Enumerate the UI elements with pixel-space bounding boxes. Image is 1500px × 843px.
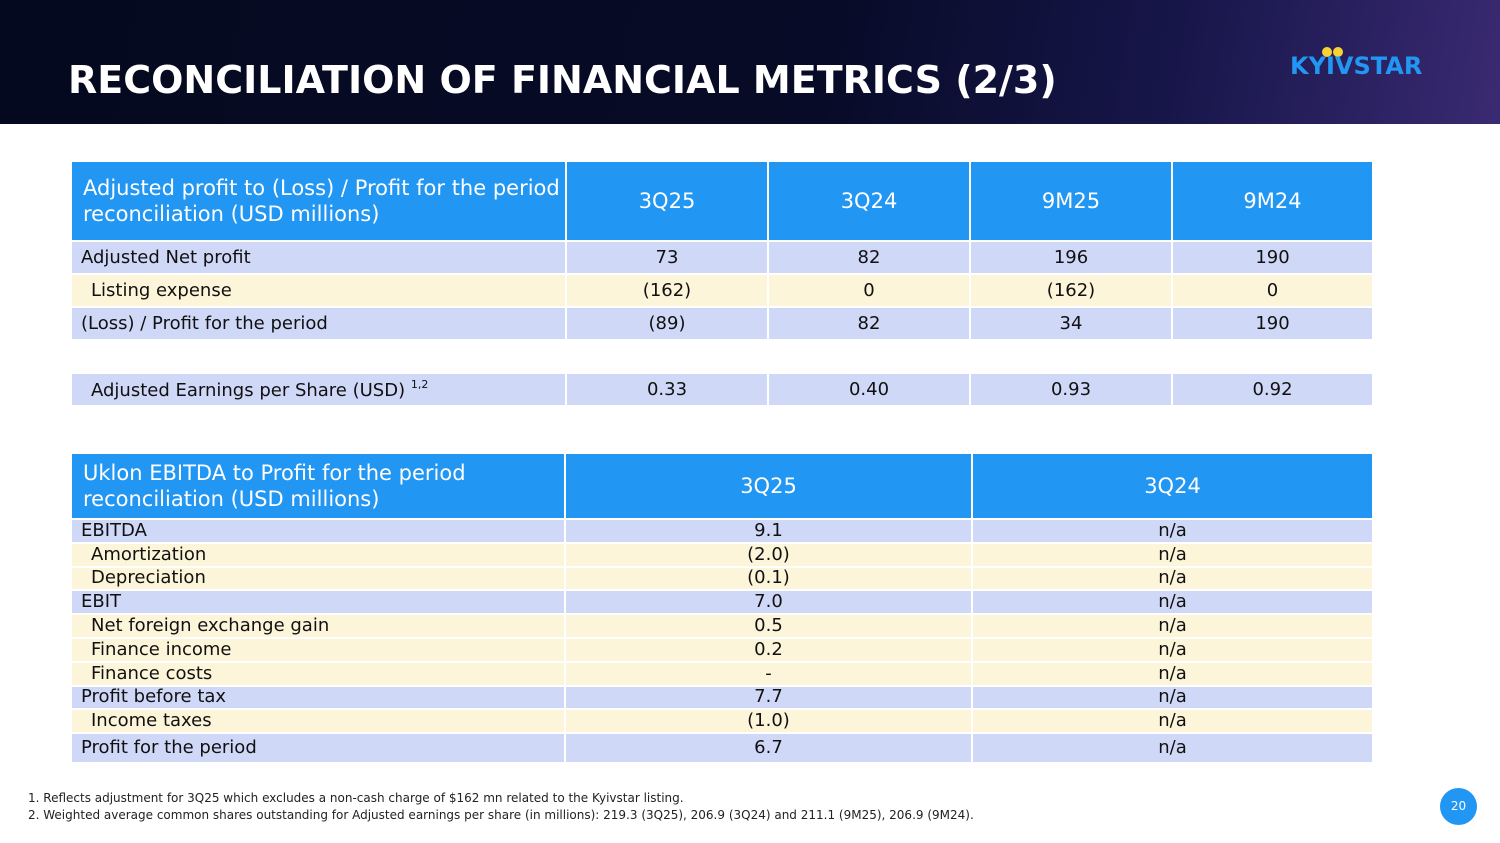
row-label: (Loss) / Profit for the period: [70, 306, 567, 341]
table-cell: 190: [1171, 240, 1374, 275]
row-label: Profit before tax: [70, 684, 566, 711]
table-row: (Loss) / Profit for the period (89) 82 3…: [70, 306, 1374, 341]
table-cell: (162): [565, 273, 769, 308]
row-label: Finance costs: [70, 660, 566, 687]
table-header-cell: 3Q24: [767, 160, 971, 242]
table-header-cell: 3Q24: [971, 452, 1374, 520]
table-cell: 0.33: [565, 372, 769, 407]
table-cell: 73: [565, 240, 769, 275]
table-cell: 6.7: [564, 732, 973, 765]
table-cell: n/a: [971, 541, 1374, 568]
page-number-badge: 20: [1440, 788, 1477, 825]
table-row: Adjusted Net profit 73 82 196 190: [70, 240, 1374, 275]
row-label: Finance income: [70, 636, 566, 663]
table-row: Profit before tax 7.7 n/a: [70, 684, 1374, 711]
row-label: EBIT: [70, 589, 566, 616]
row-label: Adjusted Net profit: [70, 240, 567, 275]
row-label: Listing expense: [70, 273, 567, 308]
table-row: Amortization (2.0) n/a: [70, 541, 1374, 568]
table-row: EBIT 7.0 n/a: [70, 589, 1374, 616]
table-row: Listing expense (162) 0 (162) 0: [70, 273, 1374, 308]
eps-label: Adjusted Earnings per Share (USD): [91, 380, 406, 401]
table-header-row: Uklon EBITDA to Profit for the period re…: [70, 452, 1374, 520]
table-row: Finance income 0.2 n/a: [70, 636, 1374, 663]
header-banner: RECONCILIATION OF FINANCIAL METRICS (2/3…: [0, 0, 1500, 124]
table-header-cell: Adjusted profit to (Loss) / Profit for t…: [70, 160, 567, 242]
table-cell: 82: [767, 240, 971, 275]
table-cell: 82: [767, 306, 971, 341]
table-cell: (89): [565, 306, 769, 341]
table-row: Finance costs - n/a: [70, 660, 1374, 687]
logo-wordmark: KYIVSTAR: [1290, 52, 1423, 80]
logo-dots-icon: [1322, 42, 1344, 61]
table-header-cell: 3Q25: [565, 160, 769, 242]
table-cell: (1.0): [564, 708, 973, 735]
table-cell: 0: [767, 273, 971, 308]
footnote-1: 1. Reflects adjustment for 3Q25 which ex…: [28, 791, 684, 805]
eps-row: Adjusted Earnings per Share (USD) 1,2 0.…: [70, 372, 1374, 407]
table-cell: n/a: [971, 636, 1374, 663]
page-title: RECONCILIATION OF FINANCIAL METRICS (2/3…: [68, 58, 1057, 102]
table-header-cell: 3Q25: [564, 452, 973, 520]
table-header-cell: 9M25: [969, 160, 1173, 242]
table-row: EBITDA 9.1 n/a: [70, 518, 1374, 544]
footnotes: 1. Reflects adjustment for 3Q25 which ex…: [28, 790, 974, 824]
table-cell: 7.0: [564, 589, 973, 616]
table-cell: 0.2: [564, 636, 973, 663]
adjusted-profit-reconciliation-table: Adjusted profit to (Loss) / Profit for t…: [70, 160, 1374, 407]
row-label: Net foreign exchange gain: [70, 613, 566, 639]
table-cell: 190: [1171, 306, 1374, 341]
table-cell: 0.93: [969, 372, 1173, 407]
table-cell: n/a: [971, 589, 1374, 616]
table-cell: 0.92: [1171, 372, 1374, 407]
table-cell: n/a: [971, 708, 1374, 735]
footnote-2: 2. Weighted average common shares outsta…: [28, 808, 974, 822]
table-cell: n/a: [971, 660, 1374, 687]
table-cell: (162): [969, 273, 1173, 308]
table-header-row: Adjusted profit to (Loss) / Profit for t…: [70, 160, 1374, 242]
row-label: EBITDA: [70, 518, 566, 544]
row-label: Income taxes: [70, 708, 566, 735]
row-label: Amortization: [70, 541, 566, 568]
table-cell: 0.40: [767, 372, 971, 407]
kyivstar-logo: KYIVSTAR: [1290, 42, 1435, 82]
uklon-ebitda-reconciliation-table: Uklon EBITDA to Profit for the period re…: [70, 452, 1374, 765]
table-row: Net foreign exchange gain 0.5 n/a: [70, 613, 1374, 639]
row-label: Profit for the period: [70, 732, 566, 765]
table-cell: n/a: [971, 732, 1374, 765]
table-cell: -: [564, 660, 973, 687]
spacer-row: [70, 339, 1374, 374]
table-header-cell: Uklon EBITDA to Profit for the period re…: [70, 452, 566, 520]
table-row: Income taxes (1.0) n/a: [70, 708, 1374, 735]
table-cell: 34: [969, 306, 1173, 341]
table-cell: n/a: [971, 518, 1374, 544]
row-label: Depreciation: [70, 565, 566, 592]
table-cell: n/a: [971, 565, 1374, 592]
footnote-ref: 1,2: [410, 378, 429, 391]
table-cell: 196: [969, 240, 1173, 275]
table-cell: (0.1): [564, 565, 973, 592]
table-cell: 0.5: [564, 613, 973, 639]
table-row: Depreciation (0.1) n/a: [70, 565, 1374, 592]
row-label: Adjusted Earnings per Share (USD) 1,2: [70, 372, 567, 407]
table-cell: 9.1: [564, 518, 973, 544]
table-cell: (2.0): [564, 541, 973, 568]
table-header-cell: 9M24: [1171, 160, 1374, 242]
table-cell: 0: [1171, 273, 1374, 308]
table-cell: n/a: [971, 684, 1374, 711]
table-cell: 7.7: [564, 684, 973, 711]
table-cell: n/a: [971, 613, 1374, 639]
table-row: Profit for the period 6.7 n/a: [70, 732, 1374, 765]
